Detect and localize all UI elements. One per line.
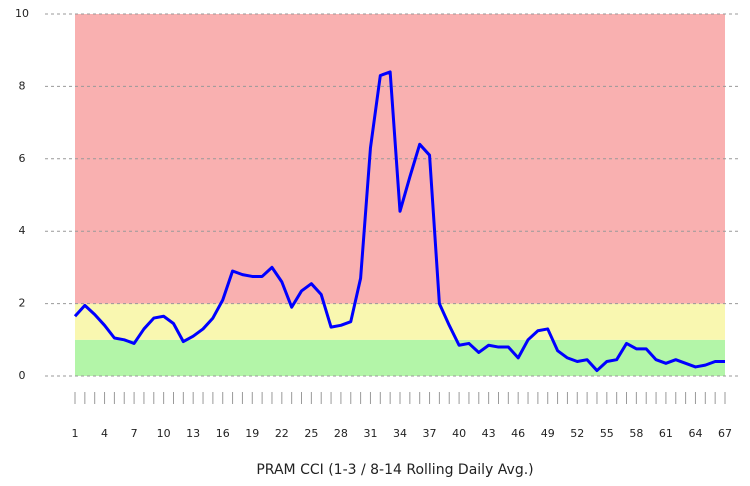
line <box>73 70 725 373</box>
x-tick-label: 64 <box>688 427 702 440</box>
y-tick-label: 4 <box>19 224 26 237</box>
band <box>75 303 725 340</box>
x-tick-label: 43 <box>482 427 496 440</box>
y-tick-label: 8 <box>19 79 26 92</box>
x-tick-label: 67 <box>718 427 732 440</box>
x-tick-label: 4 <box>101 427 108 440</box>
y-tick-label: 0 <box>19 369 26 382</box>
x-tick-label: 31 <box>363 427 377 440</box>
x-axis-label: PRAM CCI (1-3 / 8-14 Rolling Daily Avg.) <box>256 462 533 478</box>
x-tick-label: 10 <box>157 427 171 440</box>
x-tick-label: 49 <box>541 427 555 440</box>
x-tick-label: 55 <box>600 427 614 440</box>
x-tick-label: 25 <box>304 427 318 440</box>
x-tick-label: 13 <box>186 427 200 440</box>
x-tick-label: 52 <box>570 427 584 440</box>
x-tick-label: 40 <box>452 427 466 440</box>
x-tick-label: 28 <box>334 427 348 440</box>
y-tick-label: 2 <box>19 297 26 310</box>
x-tick-label: 58 <box>629 427 643 440</box>
y-tick-label: 10 <box>15 7 29 20</box>
x-tick-label: 16 <box>216 427 230 440</box>
x-tick-label: 61 <box>659 427 673 440</box>
y-tick-label: 6 <box>19 152 26 165</box>
x-tick-label: 7 <box>131 427 138 440</box>
x-tick-label: 1 <box>72 427 79 440</box>
x-tick-label: 19 <box>245 427 259 440</box>
x-tick-label: 34 <box>393 427 407 440</box>
x-tick-label: 46 <box>511 427 525 440</box>
x-tick-label: 37 <box>423 427 437 440</box>
x-tick-label: 22 <box>275 427 289 440</box>
